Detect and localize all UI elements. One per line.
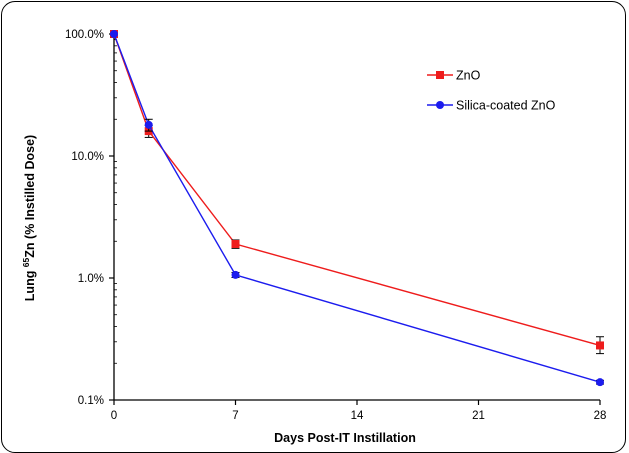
data-point — [231, 270, 240, 279]
data-point — [596, 341, 604, 350]
data-point — [231, 239, 240, 248]
legend-item: Silica-coated ZnO — [427, 99, 556, 113]
data-point — [596, 378, 604, 387]
axes: 100.0% 10.0% 1.0% 0.1% 0 7 14 21 28 — [65, 29, 606, 422]
legend-swatch-marker — [436, 71, 444, 79]
legend: ZnO Silica-coated ZnO — [427, 69, 556, 113]
y-tick-label: 10.0% — [71, 151, 104, 163]
series-silica-coated-zno — [110, 30, 604, 387]
y-tick-label: 100.0% — [65, 29, 104, 41]
series-line — [113, 33, 601, 347]
legend-label: ZnO — [456, 69, 481, 83]
y-axis-title-suffix: Zn (% Instilled Dose) — [23, 135, 37, 258]
x-tick-label: 14 — [351, 410, 364, 422]
legend-label: Silica-coated ZnO — [456, 99, 556, 113]
x-tick-label: 21 — [472, 410, 485, 422]
data-point — [110, 30, 118, 38]
y-tick-label: 1.0% — [78, 273, 104, 285]
series-layer — [110, 30, 604, 387]
series-zno — [110, 30, 604, 355]
x-tick-label: 7 — [232, 410, 238, 422]
series-line — [113, 33, 601, 383]
y-axis-title: Lung 65Zn (% Instilled Dose) — [21, 135, 37, 301]
data-point — [144, 120, 153, 129]
y-axis-title-prefix: Lung — [23, 267, 37, 301]
y-axis-title-superscript: 65 — [21, 257, 31, 267]
y-tick-label: 0.1% — [78, 395, 104, 407]
x-tick-label: 28 — [594, 410, 607, 422]
legend-item: ZnO — [427, 69, 481, 83]
x-axis-title: Days Post-IT Instillation — [274, 431, 416, 445]
legend-swatch-marker — [436, 101, 444, 109]
x-tick-label: 0 — [111, 410, 117, 422]
